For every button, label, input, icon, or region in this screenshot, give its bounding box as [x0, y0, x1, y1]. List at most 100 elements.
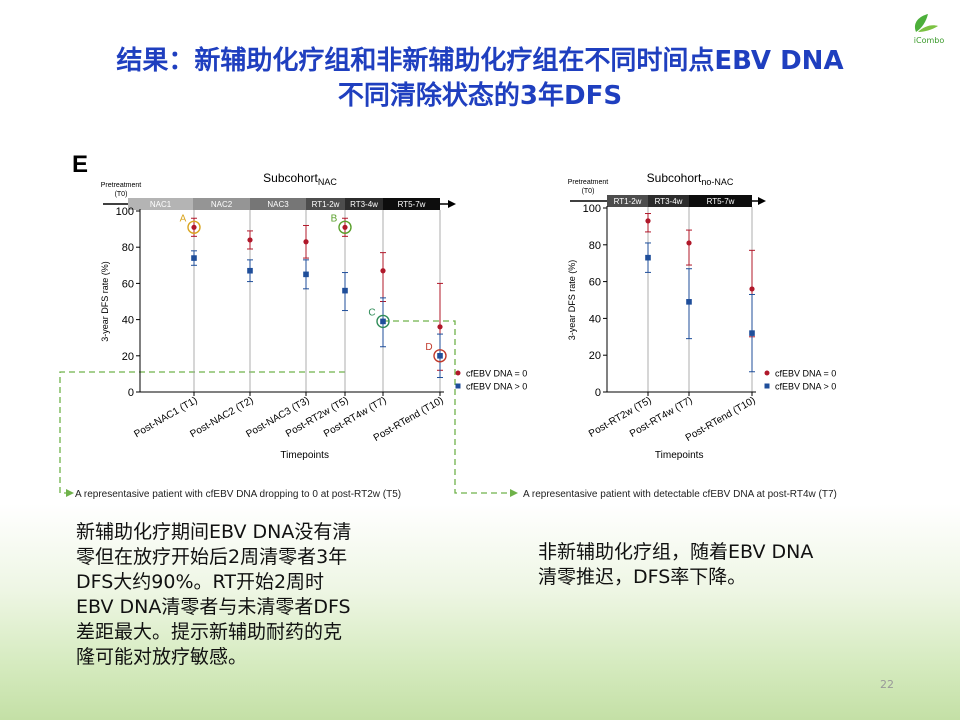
subcohort-title: SubcohortNAC — [263, 171, 337, 187]
annotation-letter: D — [425, 342, 432, 353]
note-line: 零但在放疗开始后2周清零者3年 — [76, 546, 348, 568]
point — [342, 224, 348, 230]
point — [380, 268, 386, 274]
pretreatment: Pretreatment — [101, 182, 142, 189]
point — [645, 254, 651, 261]
subcohort-sub: NAC — [318, 177, 338, 187]
note-line: 清零推迟，DFS率下降。 — [538, 566, 747, 588]
note-right: 非新辅助化疗组，随着EBV DNA 清零推迟，DFS率下降。 — [538, 540, 813, 590]
subcohort: Subcohort — [263, 171, 318, 185]
legend-label: cfEBV DNA > 0 — [775, 382, 836, 392]
y-tick-label: 80 — [122, 242, 134, 254]
phase-label: NAC3 — [267, 200, 289, 209]
x-axis-label: Timepoints — [655, 450, 704, 461]
annotation-ring — [187, 220, 201, 234]
y-tick-label: 20 — [589, 350, 601, 362]
legend-swatch — [764, 383, 770, 389]
phase-label: NAC2 — [211, 200, 233, 209]
y-tick-label: 40 — [122, 315, 134, 327]
note-line: 差距最大。提示新辅助耐药的克 — [76, 621, 343, 643]
title-line: 不同清除状态的3年DFS — [337, 81, 623, 111]
pretreatment-t0: (T0) — [115, 191, 128, 198]
page-number: 22 — [880, 678, 894, 691]
y-axis-label: 3-year DFS rate (%) — [100, 261, 110, 342]
y-axis-label: 3-year DFS rate (%) — [567, 260, 577, 341]
phase-bar — [250, 198, 306, 210]
y-tick-label: 80 — [589, 240, 601, 252]
y-tick-label: 20 — [122, 351, 134, 363]
panel-letter: E — [72, 151, 88, 178]
phase-bar — [607, 195, 648, 207]
logo-text: iCombo — [913, 36, 945, 45]
phase-bar — [648, 195, 689, 207]
note-line: 隆可能对放疗敏感。 — [76, 646, 248, 668]
phase-label: RT3-4w — [350, 200, 378, 209]
note-line: EBV DNA清零者与未清零者DFS — [76, 596, 351, 618]
y-tick-label: 60 — [122, 278, 134, 290]
y-tick-label: 0 — [128, 387, 134, 399]
point — [645, 218, 651, 224]
annotation-letter: B — [331, 213, 338, 224]
annotation-ring — [433, 349, 447, 363]
caption: A representasive patient with detectable… — [523, 489, 837, 500]
point — [247, 267, 253, 274]
legend-label: cfEBV DNA = 0 — [775, 369, 836, 379]
phase-label: RT3-4w — [655, 197, 683, 206]
pretreatment-t0: (T0) — [582, 188, 595, 195]
annotation-letter: C — [368, 307, 375, 318]
title-line: 结果：新辅助化疗组和非新辅助化疗组在不同时间点EBV DNA — [116, 46, 844, 76]
logo-icon — [914, 14, 938, 32]
phase-label: RT1-2w — [614, 197, 642, 206]
subcohort-title: Subcohortno-NAC — [647, 171, 734, 187]
point — [686, 240, 692, 246]
logo: iCombo — [906, 12, 952, 48]
note-left: 新辅助化疗期间EBV DNA没有清 零但在放疗开始后2周清零者3年 DFS大约90%… — [76, 520, 351, 670]
note-line: 非新辅助化疗组，随着EBV DNA — [538, 541, 814, 563]
timeline-arrow — [448, 200, 456, 208]
point — [191, 255, 197, 261]
y-tick-label: 60 — [589, 277, 601, 289]
subcohort-sub: no-NAC — [701, 177, 734, 187]
phase-label: NAC1 — [150, 200, 172, 209]
phase-label: RT5-7w — [398, 200, 426, 209]
y-tick-label: 100 — [116, 206, 134, 218]
annotation-ring — [338, 220, 352, 234]
point — [342, 287, 348, 294]
point — [437, 324, 443, 330]
point — [247, 237, 253, 243]
legend-swatch — [455, 370, 461, 376]
legend-label: cfEBV DNA > 0 — [466, 382, 527, 392]
caption: A representasive patient with cfEBV DNA … — [75, 489, 401, 500]
subcohort: Subcohort — [647, 171, 702, 185]
y-tick-label: 100 — [583, 203, 601, 215]
legend-swatch — [455, 383, 461, 389]
phase-label: RT1-2w — [312, 200, 340, 209]
legend-label: cfEBV DNA = 0 — [466, 369, 527, 379]
y-tick-label: 40 — [589, 313, 601, 325]
phase-bar — [128, 198, 193, 210]
point — [303, 271, 309, 278]
legend-swatch — [764, 370, 770, 376]
note-line: 新辅助化疗期间EBV DNA没有清 — [76, 521, 352, 543]
point — [437, 353, 443, 359]
point — [303, 239, 309, 245]
phase-bar — [383, 198, 440, 210]
dashed-connectors — [59, 320, 512, 494]
y-tick-label: 0 — [595, 387, 601, 399]
phase-label: RT5-7w — [707, 197, 735, 206]
x-axis-label: Timepoints — [280, 450, 329, 461]
point — [380, 318, 386, 325]
point — [686, 299, 692, 305]
point — [749, 330, 755, 336]
phase-bar — [306, 198, 345, 210]
point — [191, 224, 197, 230]
point — [749, 286, 755, 292]
note-line: DFS大约90%。RT开始2周时 — [76, 571, 325, 593]
pretreatment: Pretreatment — [568, 179, 609, 186]
phase-bar — [689, 195, 752, 207]
annotation-ring — [376, 314, 390, 329]
phase-bar — [193, 198, 250, 210]
phase-bar — [345, 198, 383, 210]
